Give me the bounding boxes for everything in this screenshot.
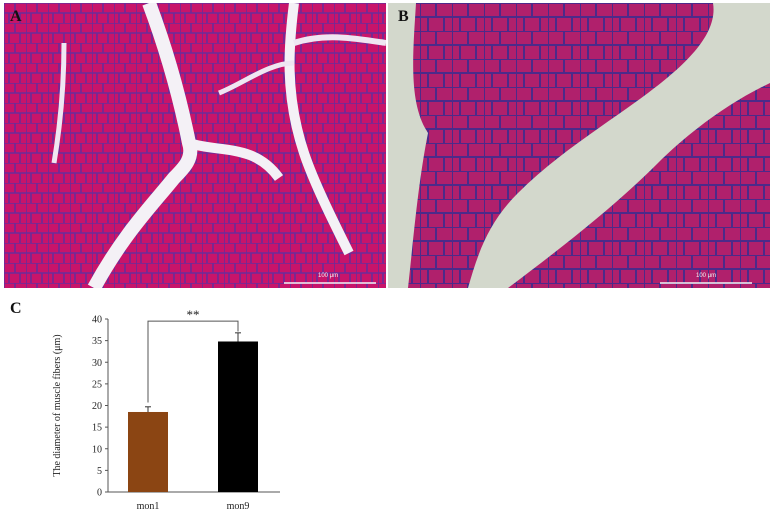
bar-chart: 0 5 10 15 20 25 30 35 40 The diameter of muscle f… — [52, 307, 280, 512]
bar-mon9 — [218, 341, 258, 492]
y-tick-label: 25 — [92, 379, 102, 390]
micrograph-panel-a: A 100 μm — [4, 3, 386, 288]
panel-b-letter: B — [398, 8, 409, 25]
y-axis-label: The diameter of muscle fibers (μm) — [52, 334, 63, 476]
y-tick-label: 10 — [92, 444, 102, 455]
y-tick-label: 30 — [92, 358, 102, 369]
panel-a-letter: A — [10, 8, 22, 25]
significance-bracket — [147, 320, 239, 403]
y-tick-label: 20 — [92, 401, 102, 412]
y-tick-label: 15 — [92, 423, 102, 434]
bar-mon1 — [128, 411, 168, 492]
panel-c-letter: C — [10, 300, 22, 317]
y-tick-label: 40 — [92, 315, 102, 326]
x-tick-label: mon1 — [137, 501, 160, 512]
y-tick-label: 35 — [92, 336, 102, 347]
micrograph-b-image — [388, 3, 770, 288]
micrograph-a-image — [4, 3, 386, 288]
panel-b-scale-label: 100 μm — [696, 273, 717, 279]
panel-a-scale-label: 100 μm — [318, 273, 339, 279]
y-tick-label: 0 — [97, 488, 102, 499]
significance-label: ** — [187, 307, 200, 322]
micrograph-panel-b: B 100 μm — [388, 3, 770, 288]
x-tick-label: mon9 — [227, 501, 250, 512]
y-tick-label: 5 — [97, 466, 102, 477]
